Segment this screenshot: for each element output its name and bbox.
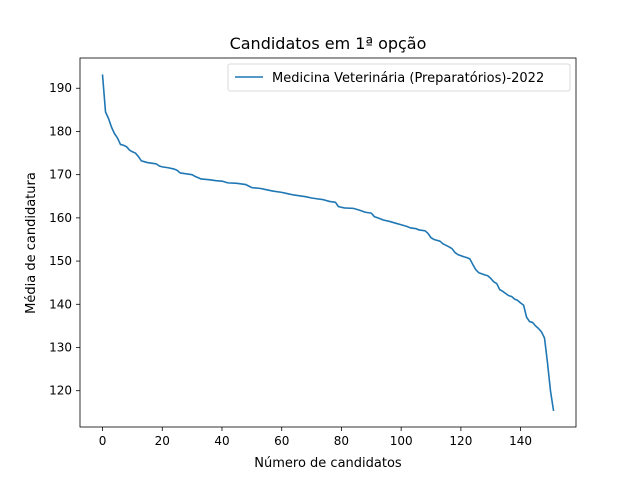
- y-tick-label: 170: [49, 168, 72, 182]
- y-tick-label: 130: [49, 340, 72, 354]
- y-tick-label: 120: [49, 384, 72, 398]
- plot-frame: [79, 57, 577, 428]
- y-tick-label: 160: [49, 211, 72, 225]
- y-tick-label: 190: [49, 81, 72, 95]
- y-tick-label: 180: [49, 124, 72, 138]
- x-axis-ticks: 0 20 40 60 80 100 120 140: [99, 427, 532, 448]
- legend: Medicina Veterinária (Preparatórios)-202…: [227, 63, 571, 92]
- x-tick-label: 40: [214, 434, 229, 448]
- x-tick-label: 120: [449, 434, 472, 448]
- x-tick-label: 140: [509, 434, 532, 448]
- y-tick-label: 150: [49, 254, 72, 268]
- chart-title: Candidatos em 1ª opção: [230, 34, 427, 53]
- series-line: [101, 74, 555, 412]
- x-axis-label: Número de candidatos: [254, 456, 402, 471]
- y-tick-label: 140: [49, 297, 72, 311]
- x-tick-label: 100: [390, 434, 413, 448]
- x-tick-label: 20: [155, 434, 170, 448]
- legend-box: [227, 63, 571, 92]
- y-axis-ticks: 120 130 140 150 160 170 180 190: [49, 81, 80, 398]
- x-tick-label: 60: [274, 434, 289, 448]
- legend-label: Medicina Veterinária (Preparatórios)-202…: [272, 71, 544, 86]
- y-axis-label: Média de candidatura: [24, 172, 39, 314]
- x-tick-label: 0: [99, 434, 107, 448]
- x-tick-label: 80: [334, 434, 349, 448]
